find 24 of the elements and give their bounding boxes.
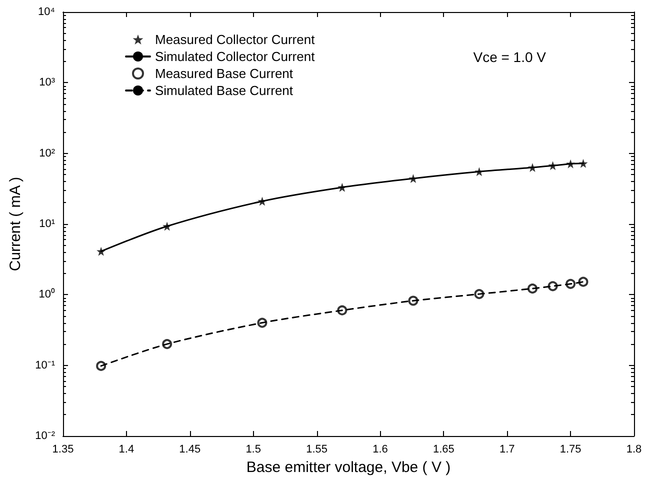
y-axis-title: Current ( mA ) [7, 176, 24, 272]
y-tick-label: 10¹ [39, 218, 56, 230]
x-tick-label: 1.55 [306, 444, 328, 456]
y-tick-label: 10³ [39, 76, 56, 89]
x-tick-label: 1.45 [179, 444, 201, 456]
x-tick-label: 1.7 [499, 444, 515, 456]
legend-label: Simulated Collector Current [155, 49, 316, 64]
x-tick-label: 1.65 [432, 444, 454, 456]
x-tick-label: 1.75 [560, 444, 582, 456]
y-tick-label: 10⁰ [38, 288, 55, 301]
annotation: Vce = 1.0 V [473, 49, 547, 65]
legend-label: Simulated Base Current [155, 83, 294, 98]
x-tick-label: 1.5 [246, 444, 261, 456]
x-tick-label: 1.35 [52, 444, 74, 456]
y-tick-label: 10⁴ [38, 6, 56, 18]
y-tick-label: 10⁻² [35, 430, 56, 442]
x-tick-label: 1.4 [118, 444, 134, 456]
x-tick-label: 1.6 [372, 444, 388, 456]
legend-label: Measured Base Current [155, 66, 294, 81]
x-tick-label: 1.8 [626, 444, 642, 456]
y-tick-label: 10⁻¹ [35, 359, 56, 372]
legend-label: Measured Collector Current [155, 32, 316, 47]
x-axis-title: Base emitter voltage, Vbe ( V ) [246, 459, 451, 476]
y-tick-label: 10² [39, 147, 56, 160]
